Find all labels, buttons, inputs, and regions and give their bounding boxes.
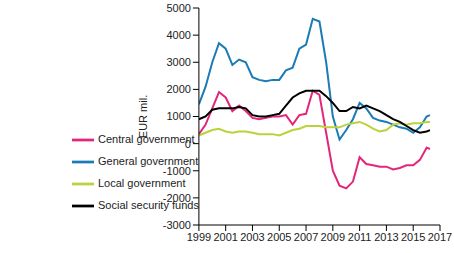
svg-text:2011: 2011	[348, 231, 372, 243]
svg-text:2017: 2017	[428, 231, 446, 243]
svg-text:2015: 2015	[401, 231, 425, 243]
svg-text:2009: 2009	[321, 231, 345, 243]
svg-text:2007: 2007	[294, 231, 318, 243]
svg-text:5000: 5000	[166, 2, 190, 14]
svg-text:-3000: -3000	[163, 219, 191, 231]
svg-text:-1000: -1000	[163, 165, 191, 177]
svg-text:2001: 2001	[213, 231, 237, 243]
svg-text:3000: 3000	[166, 56, 190, 68]
svg-text:0: 0	[185, 138, 191, 150]
svg-text:4000: 4000	[166, 29, 190, 41]
svg-text:1999: 1999	[187, 231, 211, 243]
svg-text:2003: 2003	[240, 231, 264, 243]
svg-text:2000: 2000	[166, 83, 190, 95]
svg-text:2013: 2013	[374, 231, 398, 243]
svg-text:EUR mil.: EUR mil.	[137, 95, 149, 138]
svg-text:2005: 2005	[267, 231, 291, 243]
svg-text:-2000: -2000	[163, 192, 191, 204]
svg-text:1000: 1000	[166, 110, 190, 122]
